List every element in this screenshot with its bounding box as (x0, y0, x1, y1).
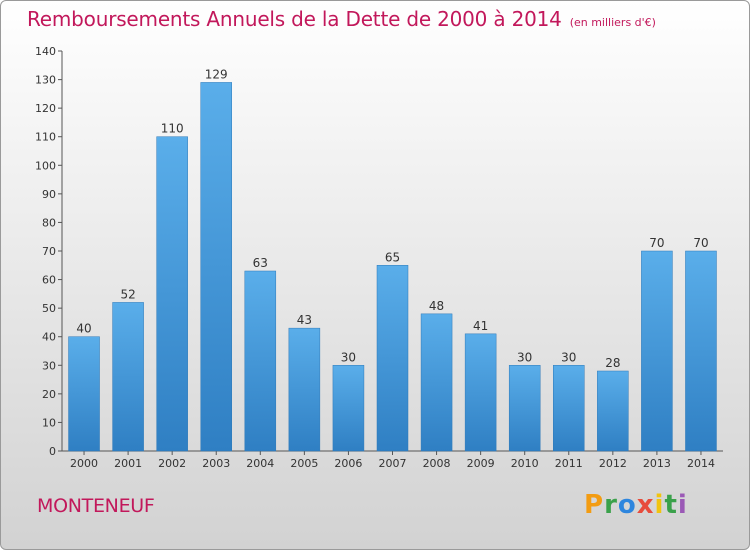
bar-value-label: 28 (605, 356, 620, 370)
bar-value-label: 48 (429, 299, 444, 313)
x-tick-label: 2001 (114, 457, 142, 470)
x-tick-label: 2007 (379, 457, 407, 470)
bar-2006[interactable] (332, 365, 365, 452)
bar-2013[interactable] (641, 250, 673, 452)
y-tick-label: 60 (42, 274, 56, 287)
y-tick-label: 50 (42, 302, 56, 315)
bar-2009[interactable] (464, 333, 497, 452)
y-tick-label: 40 (42, 331, 56, 344)
bar-2001[interactable] (112, 302, 144, 452)
bar-value-label: 30 (341, 350, 356, 364)
bar-value-label: 65 (385, 250, 400, 264)
x-tick-label: 2004 (246, 457, 274, 470)
bar-2014[interactable] (685, 250, 717, 452)
commune-name: MONTENEUF (37, 495, 155, 517)
bar-2007[interactable] (376, 265, 409, 452)
chart-title: Remboursements Annuels de la Dette de 20… (27, 7, 656, 31)
bar-value-label: 63 (253, 256, 268, 270)
bar-2008[interactable] (420, 313, 453, 452)
bar-2004[interactable] (244, 270, 277, 452)
bar-2012[interactable] (597, 370, 629, 452)
bar-value-label: 41 (473, 319, 488, 333)
y-tick-label: 110 (35, 131, 56, 144)
y-tick-label: 80 (42, 216, 56, 229)
y-tick-label: 130 (35, 74, 56, 87)
bar-value-label: 129 (205, 67, 228, 81)
x-tick-label: 2000 (70, 457, 98, 470)
chart-title-main: Remboursements Annuels de la Dette de 20… (27, 7, 562, 31)
bar-value-label: 40 (76, 322, 91, 336)
x-tick-label: 2006 (334, 457, 362, 470)
x-tick-label: 2014 (687, 457, 715, 470)
bar-value-label: 43 (297, 313, 312, 327)
chart-title-unit: (en milliers d'€) (569, 16, 656, 29)
y-tick-label: 90 (42, 188, 56, 201)
axes: 0 10 20 30 40 50 60 70 80 90 100 110 120 130 140 2000 20… (35, 45, 723, 470)
y-tick-label: 70 (42, 245, 56, 258)
y-tick-label: 0 (49, 445, 56, 458)
bar-2003[interactable] (200, 82, 232, 452)
proxiti-logo[interactable]: Proxiti (584, 490, 688, 520)
bar-value-label: 70 (693, 236, 708, 250)
y-tick-label: 120 (35, 102, 56, 115)
y-tick-label: 10 (42, 416, 56, 429)
x-tick-label: 2003 (202, 457, 230, 470)
x-tick-label: 2002 (158, 457, 186, 470)
bar-value-label: 30 (517, 350, 532, 364)
x-tick-label: 2009 (467, 457, 495, 470)
x-tick-label: 2013 (643, 457, 671, 470)
bar-value-label: 30 (561, 350, 576, 364)
y-tick-label: 140 (35, 45, 56, 58)
x-tick-label: 2005 (290, 457, 318, 470)
bar-2010[interactable] (508, 365, 541, 452)
bar-value-label: 70 (649, 236, 664, 250)
bar-value-label: 52 (120, 287, 135, 301)
bar-2011[interactable] (553, 365, 585, 452)
bar-value-label: 110 (161, 122, 184, 136)
bar-2005[interactable] (288, 327, 321, 452)
x-tick-label: 2011 (555, 457, 583, 470)
y-tick-label: 30 (42, 359, 56, 372)
x-tick-label: 2012 (599, 457, 627, 470)
x-tick-label: 2010 (511, 457, 539, 470)
x-tick-label: 2008 (423, 457, 451, 470)
y-tick-label: 20 (42, 388, 56, 401)
bars: 40 52 110 129 63 43 30 65 48 41 30 30 28 70 70 (68, 67, 717, 452)
bar-2000[interactable] (68, 336, 100, 452)
bar-2002[interactable] (156, 136, 188, 452)
y-tick-label: 100 (35, 159, 56, 172)
